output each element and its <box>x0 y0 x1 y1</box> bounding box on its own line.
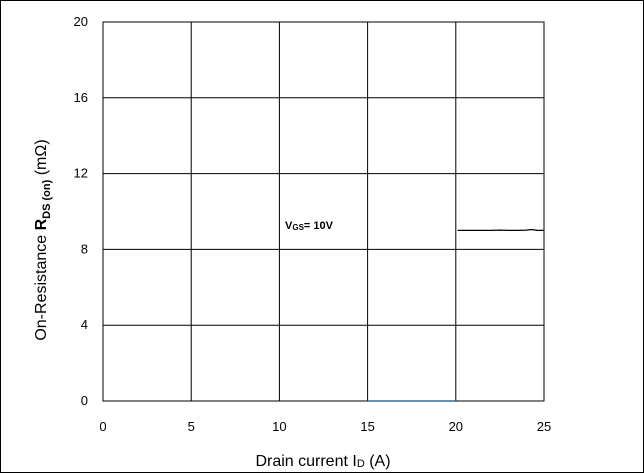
y-tick-label: 4 <box>81 317 88 332</box>
y-axis-label-prefix: On-Resistance <box>33 230 50 340</box>
y-tick-label: 20 <box>74 14 88 29</box>
vgs-annotation-main: V <box>285 220 293 232</box>
plot-area-border <box>102 21 545 402</box>
vgs-annotation: VGS= 10V <box>285 220 334 232</box>
y-tick-labels: 0 4 8 12 16 20 <box>74 14 88 408</box>
y-tick-label: 8 <box>81 241 88 256</box>
y-axis-label: On-Resistance RDS (on) (mΩ) <box>33 139 53 340</box>
vgs-annotation-rest: = 10V <box>304 220 334 232</box>
x-tick-labels: 0 5 10 15 20 25 <box>99 419 551 434</box>
y-axis-label-suffix: (mΩ) <box>33 139 50 179</box>
series-line-0 <box>457 228 544 232</box>
y-axis-label-sub: DS (on) <box>41 179 53 218</box>
x-tick-label: 5 <box>188 419 195 434</box>
series-layer <box>457 228 544 232</box>
x-axis-label-prefix: Drain current I <box>255 453 356 470</box>
y-tick-label: 12 <box>74 166 88 181</box>
y-tick-label: 16 <box>74 90 88 105</box>
y-axis-label-bold: R <box>33 218 50 230</box>
x-tick-label: 10 <box>272 419 286 434</box>
x-axis-label: Drain current ID (A) <box>255 453 390 470</box>
x-tick-label: 20 <box>449 419 463 434</box>
x-tick-label: 0 <box>99 419 106 434</box>
x-axis-label-sub: D <box>357 458 365 470</box>
grid <box>103 22 544 401</box>
x-tick-label: 25 <box>537 419 551 434</box>
x-axis-label-suffix: (A) <box>365 453 391 470</box>
y-tick-label: 0 <box>81 393 88 408</box>
vgs-annotation-sub: GS <box>292 223 304 232</box>
x-tick-label: 15 <box>360 419 374 434</box>
